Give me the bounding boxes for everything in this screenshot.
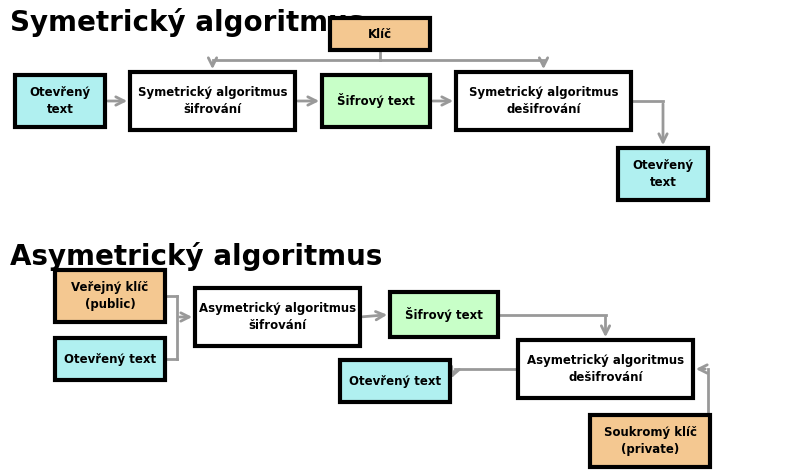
Bar [195, 288, 360, 346]
Bar [322, 75, 430, 127]
Text: Asymetrický algoritmus
dešifrování: Asymetrický algoritmus dešifrování [527, 354, 684, 384]
Bar [590, 415, 710, 467]
Bar [390, 292, 498, 337]
Text: Otevřený text: Otevřený text [349, 374, 441, 388]
Text: Šifrový text: Šifrový text [405, 307, 483, 322]
Bar [55, 270, 165, 322]
Text: Asymetrický algoritmus: Asymetrický algoritmus [10, 242, 383, 271]
Text: Šifrový text: Šifrový text [337, 94, 415, 108]
Text: Otevřený text: Otevřený text [64, 352, 156, 365]
Bar [618, 148, 708, 200]
Text: Asymetrický algoritmus
šifrování: Asymetrický algoritmus šifrování [199, 302, 356, 332]
Text: Klíč: Klíč [368, 27, 392, 41]
Bar [55, 338, 165, 380]
Text: Symetrický algoritmus
dešifrování: Symetrický algoritmus dešifrování [468, 86, 619, 116]
Bar [518, 340, 693, 398]
Bar [15, 75, 105, 127]
Text: Symetrický algoritmus
šifrování: Symetrický algoritmus šifrování [137, 86, 287, 116]
Bar [330, 18, 430, 50]
Bar [456, 72, 631, 130]
Text: Veřejný klíč
(public): Veřejný klíč (public) [71, 281, 148, 311]
Text: Otevřený
text: Otevřený text [633, 159, 694, 189]
Bar [340, 360, 450, 402]
Text: Soukromý klíč
(private): Soukromý klíč (private) [603, 426, 696, 456]
Bar [130, 72, 295, 130]
Text: Otevřený
text: Otevřený text [29, 86, 91, 116]
Text: Symetrický algoritmus: Symetrický algoritmus [10, 8, 364, 37]
